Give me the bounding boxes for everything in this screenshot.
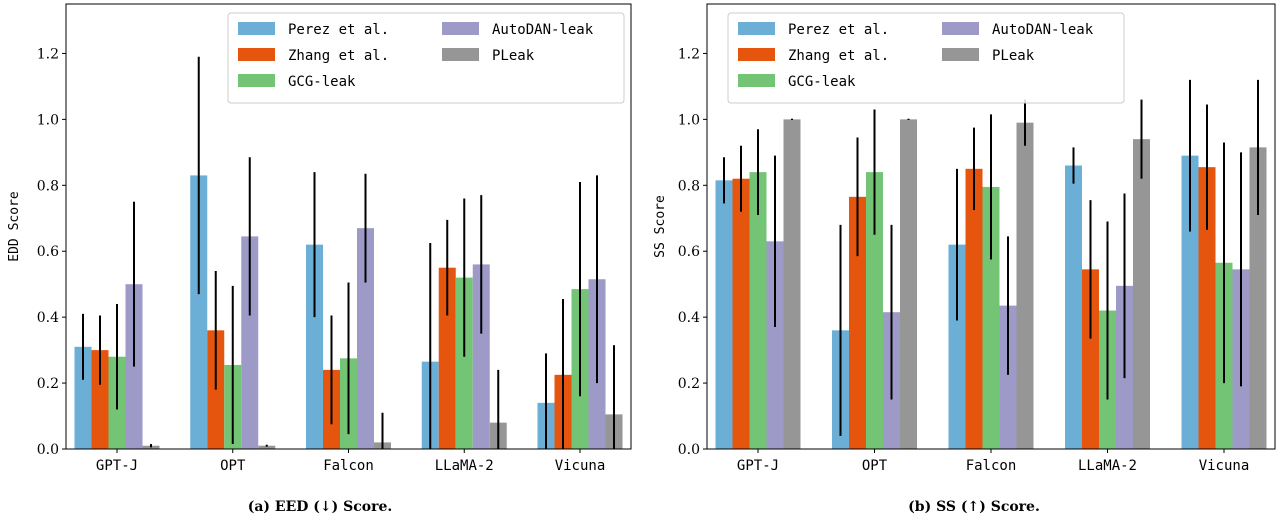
legend-swatch-zhang-et-al [738, 48, 775, 61]
chart-caption: (b) SS (↑) Score. [908, 499, 1040, 515]
legend-swatch-zhang-et-al [238, 48, 275, 61]
x-tick-label-gpt-j: GPT-J [96, 458, 138, 474]
legend-label-zhang-et-al: Zhang et al. [788, 48, 889, 64]
bar-pleak-llama-2 [1133, 139, 1150, 450]
chart-caption: (a) EED (↓) Score. [248, 499, 393, 515]
legend-label-zhang-et-al: Zhang et al. [288, 48, 389, 64]
bar-zhang-et-al-opt [207, 330, 225, 449]
bar-autodan-leak-gpt-j [766, 241, 784, 449]
legend-swatch-perez-et-al [738, 22, 775, 35]
legend-swatch-autodan-leak [942, 22, 979, 35]
y-axis-label: EDD Score [7, 191, 22, 262]
bar-gcg-leak-falcon [982, 186, 1000, 449]
bar-zhang-et-al-llama-2 [438, 267, 456, 449]
bar-autodan-leak-falcon [357, 228, 374, 449]
y-tick-label: 0.6 [37, 244, 59, 260]
y-tick-label: 1.0 [37, 112, 59, 128]
bar-autodan-leak-falcon [999, 305, 1017, 449]
y-tick-label: 0.0 [37, 442, 59, 458]
x-tick-label-vicuna: Vicuna [1199, 458, 1250, 474]
legend-label-autodan-leak: AutoDAN-leak [492, 22, 594, 38]
bar-perez-et-al-opt [190, 175, 208, 449]
y-tick-label: 1.2 [37, 46, 59, 62]
x-tick-label-vicuna: Vicuna [555, 458, 606, 474]
bar-pleak-vicuna [1249, 147, 1267, 449]
bar-perez-et-al-falcon [948, 244, 966, 449]
bar-pleak-opt [258, 445, 276, 449]
y-tick-label: 1.0 [678, 112, 700, 128]
eed-score-chart: 0.0 0.2 0.4 0.6 0.8 1.0 1.2 GPT-J OPT Falcon LLaMA… [7, 3, 632, 515]
x-tick-label-gpt-j: GPT-J [737, 458, 779, 474]
ss-score-chart: 0.0 0.2 0.4 0.6 0.8 1.0 1.2 GPT-J OPT Falcon LLaMA… [653, 3, 1276, 515]
legend-label-pleak: PLeak [992, 48, 1035, 64]
bar-zhang-et-al-vicuna [1198, 167, 1216, 449]
legend-label-perez-et-al: Perez et al. [788, 22, 889, 38]
bar-perez-et-al-llama-2 [1065, 165, 1082, 449]
y-tick-label: 0.4 [37, 310, 59, 326]
y-tick-label: 0.2 [37, 376, 59, 392]
bar-autodan-leak-opt [241, 236, 259, 449]
legend-swatch-pleak [942, 48, 979, 61]
x-tick-label-falcon: Falcon [966, 458, 1017, 474]
legend [727, 12, 1125, 104]
bar-zhang-et-al-opt [849, 196, 866, 449]
legend-swatch-autodan-leak [442, 22, 479, 35]
bar-gcg-leak-llama-2 [455, 277, 473, 449]
legend-label-gcg-leak: GCG-leak [288, 74, 356, 90]
y-tick-label: 0.2 [678, 376, 700, 392]
bar-zhang-et-al-falcon [965, 168, 983, 449]
bar-autodan-leak-llama-2 [472, 264, 490, 449]
legend-swatch-gcg-leak [238, 74, 275, 87]
bar-pleak-opt [900, 119, 917, 450]
y-tick-label: 0.8 [37, 178, 59, 194]
bar-perez-et-al-gpt-j [715, 180, 733, 449]
bar-pleak-gpt-j [142, 445, 160, 449]
x-tick-label-llama-2: LLaMA-2 [1078, 458, 1137, 474]
y-axis-label: SS Score [653, 195, 668, 258]
x-tick-label-falcon: Falcon [323, 458, 374, 474]
legend-label-gcg-leak: GCG-leak [788, 74, 856, 90]
bar-perez-et-al-falcon [306, 244, 323, 449]
bar-zhang-et-al-llama-2 [1082, 269, 1099, 449]
x-tick-label-opt: OPT [220, 458, 246, 474]
y-tick-label: 0.8 [678, 178, 700, 194]
bar-pleak-falcon [1016, 122, 1034, 450]
bar-zhang-et-al-gpt-j [91, 350, 109, 449]
bar-perez-et-al-gpt-j [74, 346, 92, 449]
y-tick-label: 1.2 [678, 46, 700, 62]
y-tick-label: 0.6 [678, 244, 700, 260]
legend-label-perez-et-al: Perez et al. [288, 22, 389, 38]
legend-swatch-perez-et-al [238, 22, 275, 35]
legend-label-pleak: PLeak [492, 48, 535, 64]
bar-perez-et-al-vicuna [1181, 155, 1199, 449]
legend [227, 12, 625, 104]
legend-swatch-gcg-leak [738, 74, 775, 87]
y-tick-label: 0.4 [678, 310, 700, 326]
bar-pleak-gpt-j [783, 119, 801, 450]
x-tick-label-llama-2: LLaMA-2 [435, 458, 494, 474]
legend-swatch-pleak [442, 48, 479, 61]
y-tick-label: 0.0 [678, 442, 700, 458]
legend-label-autodan-leak: AutoDAN-leak [992, 22, 1094, 38]
bar-zhang-et-al-gpt-j [732, 178, 750, 449]
x-tick-label-opt: OPT [862, 458, 888, 474]
bar-gcg-leak-opt [866, 172, 883, 449]
bar-gcg-leak-gpt-j [749, 172, 767, 449]
